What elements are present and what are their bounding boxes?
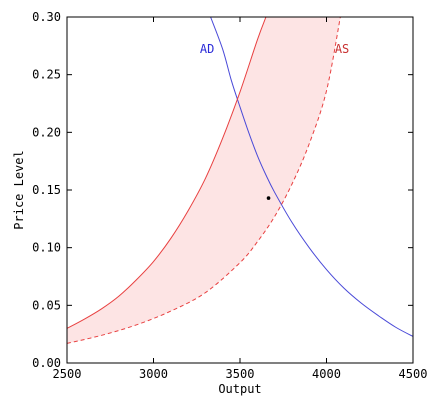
y-tick-label: 0.05 — [32, 298, 61, 312]
y-axis-label: Price Level — [12, 150, 26, 229]
y-tick-label: 0.00 — [32, 356, 61, 370]
annotation-layer: AD AS — [200, 42, 349, 56]
as-shaded-band-layer — [67, 17, 341, 344]
y-tick-label: 0.20 — [32, 125, 61, 139]
ad-curve-label: AD — [200, 42, 214, 56]
x-tick-label: 4000 — [312, 367, 341, 381]
ad-curve — [210, 17, 413, 337]
y-tick-label: 0.10 — [32, 241, 61, 255]
x-axis-label: Output — [218, 382, 261, 396]
x-tick-label: 2500 — [53, 367, 82, 381]
equilibrium-point — [266, 196, 271, 200]
as-curve-label: AS — [335, 42, 349, 56]
as-shaded-band — [67, 17, 341, 344]
y-tick-label: 0.25 — [32, 68, 61, 82]
as-upper-curve — [67, 17, 267, 329]
tick-layer: 2500 3000 3500 4000 4500 0.00 0.05 0.10 0.15 0.20… — [32, 10, 427, 381]
x-tick-label: 3500 — [226, 367, 255, 381]
as-lower-curve — [67, 17, 341, 344]
y-tick-label: 0.30 — [32, 10, 61, 24]
x-tick-label: 3000 — [139, 367, 168, 381]
y-tick-label: 0.15 — [32, 183, 61, 197]
point-layer — [266, 196, 271, 200]
curve-layer — [67, 17, 413, 344]
x-tick-label: 4500 — [399, 367, 428, 381]
